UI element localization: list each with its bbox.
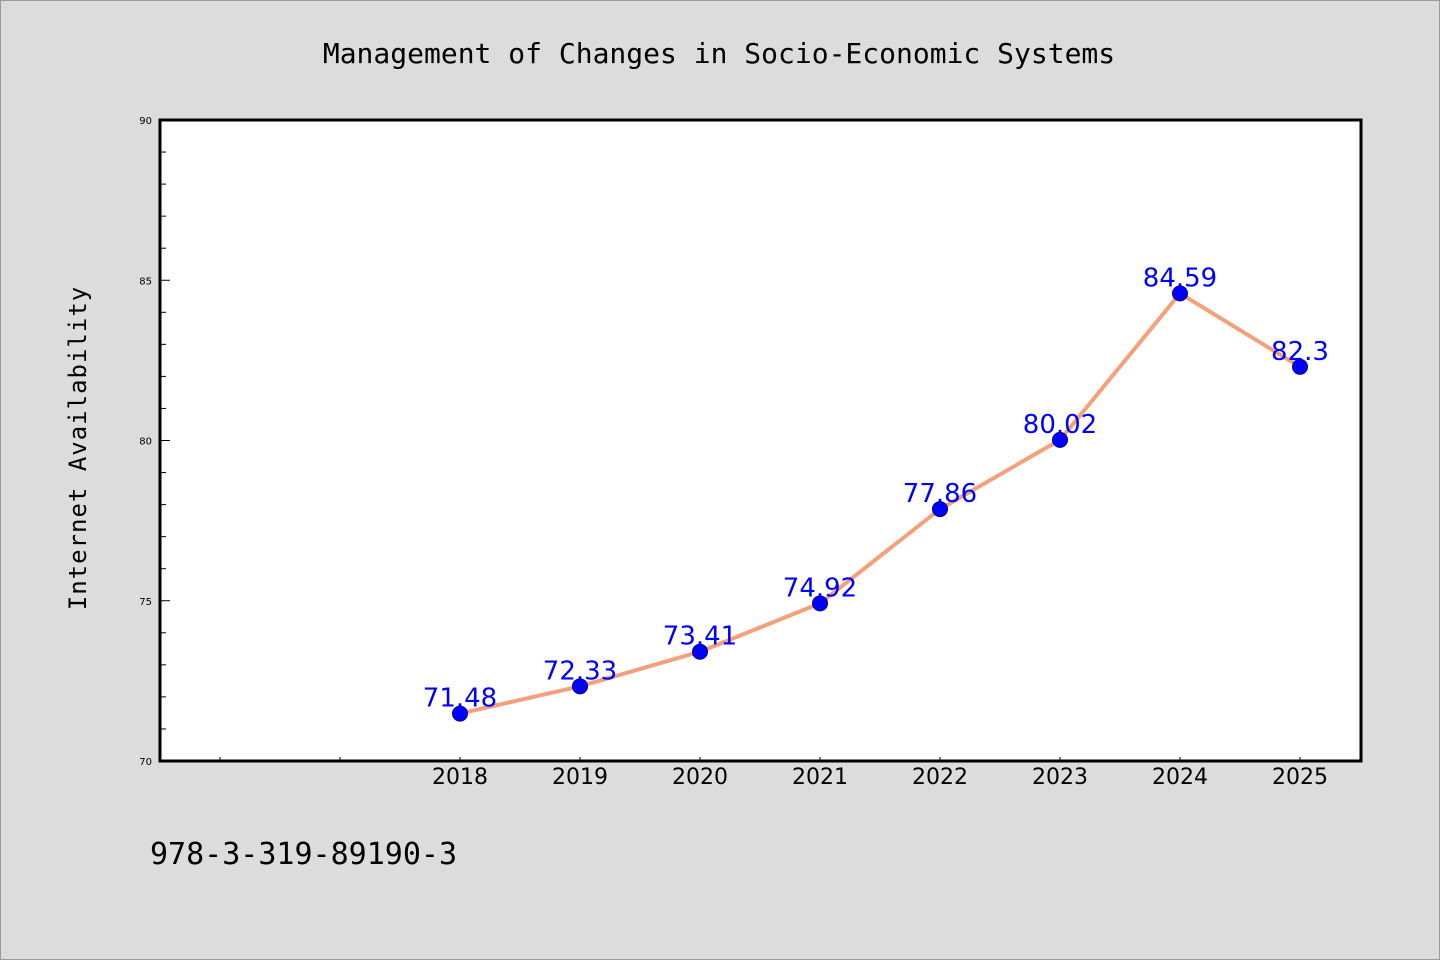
- x-axis-ticks: 2018 2019 2020 2021 2022 2023 2024 2025: [219, 757, 1328, 790]
- chart-title: Management of Changes in Socio-Economic …: [323, 37, 1115, 70]
- plot-area: [158, 118, 1363, 763]
- y-axis-label: Internet Availability: [64, 286, 92, 610]
- data-point: [812, 595, 828, 612]
- data-label: 74.92: [783, 573, 857, 603]
- data-label: 73.41: [663, 622, 737, 652]
- data-label: 71.48: [423, 684, 497, 714]
- y-tick-label: 75: [139, 597, 152, 608]
- y-tick-label: 80: [139, 437, 152, 448]
- data-point: [1052, 431, 1068, 448]
- x-tick-label: 2023: [1032, 765, 1088, 790]
- y-tick-label: 85: [139, 276, 152, 287]
- data-label: 77.86: [903, 479, 977, 509]
- data-point: [452, 705, 468, 722]
- series-line: [458, 291, 1302, 716]
- y-axis-ticks: 70 75 80 85 90: [139, 116, 170, 768]
- data-point: [1292, 358, 1308, 375]
- data-label: 80.02: [1023, 410, 1097, 440]
- y-tick-label: 70: [139, 757, 152, 768]
- x-tick-label: 2020: [672, 765, 728, 790]
- data-label: 82.3: [1271, 337, 1329, 367]
- data-label: 72.33: [543, 656, 617, 686]
- x-tick-label: 2021: [792, 765, 848, 790]
- data-point: [1172, 285, 1188, 302]
- y-tick-label: 90: [139, 116, 152, 127]
- footnote: 978-3-319-89190-3: [150, 837, 457, 872]
- x-tick-label: 2025: [1272, 765, 1328, 790]
- data-label: 84.59: [1143, 263, 1217, 293]
- x-tick-label: 2024: [1152, 765, 1208, 790]
- x-tick-label: 2018: [432, 765, 488, 790]
- series-group: 71.48 72.33 73.41 74.92 77.86 80.02 84.59 82.3: [423, 263, 1329, 722]
- x-tick-label: 2019: [552, 765, 608, 790]
- data-point: [932, 501, 948, 518]
- data-point: [572, 678, 588, 695]
- data-point: [692, 643, 708, 660]
- x-tick-label: 2022: [912, 765, 968, 790]
